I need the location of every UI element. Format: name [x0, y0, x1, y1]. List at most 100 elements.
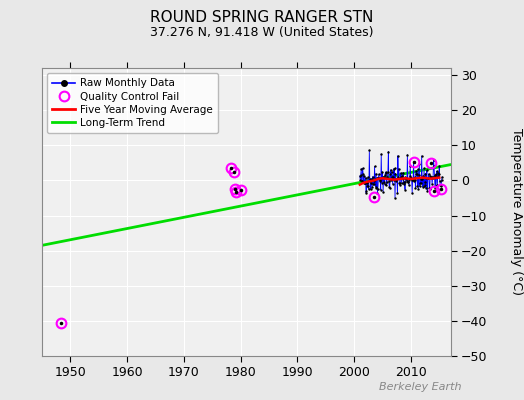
Point — [418, 176, 427, 182]
Point — [423, 167, 431, 173]
Point — [427, 174, 435, 180]
Point — [390, 165, 399, 172]
Point — [356, 177, 365, 184]
Point — [425, 186, 434, 192]
Point — [375, 171, 383, 177]
Point — [398, 172, 406, 179]
Point — [376, 177, 384, 183]
Point — [400, 179, 409, 185]
Point — [438, 174, 446, 180]
Point — [371, 176, 379, 183]
Point — [410, 178, 418, 184]
Point — [361, 179, 369, 186]
Point — [414, 186, 422, 192]
Point — [365, 147, 374, 154]
Point — [405, 177, 413, 184]
Point — [357, 166, 365, 172]
Point — [381, 169, 390, 175]
Point — [433, 182, 442, 188]
Point — [403, 152, 411, 158]
Point — [404, 178, 412, 185]
Point — [417, 176, 425, 182]
Point — [367, 175, 376, 182]
Point — [438, 177, 446, 183]
Point — [360, 172, 368, 179]
Point — [386, 170, 395, 177]
Point — [380, 181, 389, 187]
Point — [403, 178, 411, 184]
Point — [377, 151, 386, 157]
Point — [401, 186, 409, 193]
Point — [418, 153, 426, 159]
Point — [363, 183, 372, 190]
Point — [392, 178, 401, 185]
Point — [399, 169, 407, 176]
Point — [364, 182, 373, 189]
Point — [387, 167, 395, 173]
Point — [431, 172, 440, 178]
Point — [366, 176, 375, 182]
Point — [364, 174, 372, 180]
Point — [408, 176, 417, 183]
Point — [436, 182, 445, 189]
Point — [359, 180, 368, 186]
Point — [391, 170, 400, 177]
Point — [413, 170, 421, 177]
Y-axis label: Temperature Anomaly (°C): Temperature Anomaly (°C) — [510, 128, 523, 296]
Point — [409, 176, 417, 182]
Point — [388, 181, 397, 187]
Point — [369, 180, 377, 187]
Point — [390, 176, 398, 183]
Point — [368, 174, 377, 180]
Point — [406, 163, 414, 169]
Point — [373, 190, 381, 196]
Point — [378, 169, 386, 175]
Point — [405, 182, 413, 188]
Legend: Raw Monthly Data, Quality Control Fail, Five Year Moving Average, Long-Term Tren: Raw Monthly Data, Quality Control Fail, … — [47, 73, 219, 133]
Point — [411, 184, 420, 191]
Point — [407, 174, 416, 181]
Point — [367, 180, 375, 186]
Point — [378, 174, 387, 180]
Point — [383, 178, 391, 185]
Point — [385, 178, 393, 184]
Point — [388, 169, 396, 176]
Point — [383, 174, 391, 180]
Point — [428, 181, 436, 187]
Point — [377, 186, 385, 193]
Point — [356, 173, 364, 179]
Point — [422, 185, 430, 191]
Point — [412, 171, 421, 177]
Point — [434, 173, 442, 180]
Point — [376, 178, 385, 185]
Point — [408, 177, 416, 183]
Point — [435, 178, 444, 184]
Point — [402, 176, 411, 182]
Point — [397, 174, 406, 180]
Point — [363, 180, 371, 186]
Text: 37.276 N, 91.418 W (United States): 37.276 N, 91.418 W (United States) — [150, 26, 374, 39]
Point — [430, 163, 438, 170]
Point — [407, 175, 415, 181]
Text: Berkeley Earth: Berkeley Earth — [379, 382, 461, 392]
Point — [381, 172, 389, 178]
Point — [377, 179, 386, 186]
Point — [413, 182, 422, 189]
Point — [406, 173, 414, 180]
Point — [400, 178, 408, 185]
Point — [369, 178, 378, 184]
Point — [426, 172, 434, 179]
Point — [429, 174, 437, 180]
Point — [395, 180, 403, 186]
Point — [396, 182, 404, 188]
Point — [432, 171, 441, 177]
Point — [413, 166, 422, 173]
Point — [392, 176, 401, 182]
Point — [368, 184, 376, 191]
Point — [408, 190, 417, 196]
Point — [412, 168, 420, 174]
Point — [434, 170, 443, 177]
Point — [427, 174, 435, 181]
Point — [437, 182, 445, 188]
Point — [367, 186, 375, 192]
